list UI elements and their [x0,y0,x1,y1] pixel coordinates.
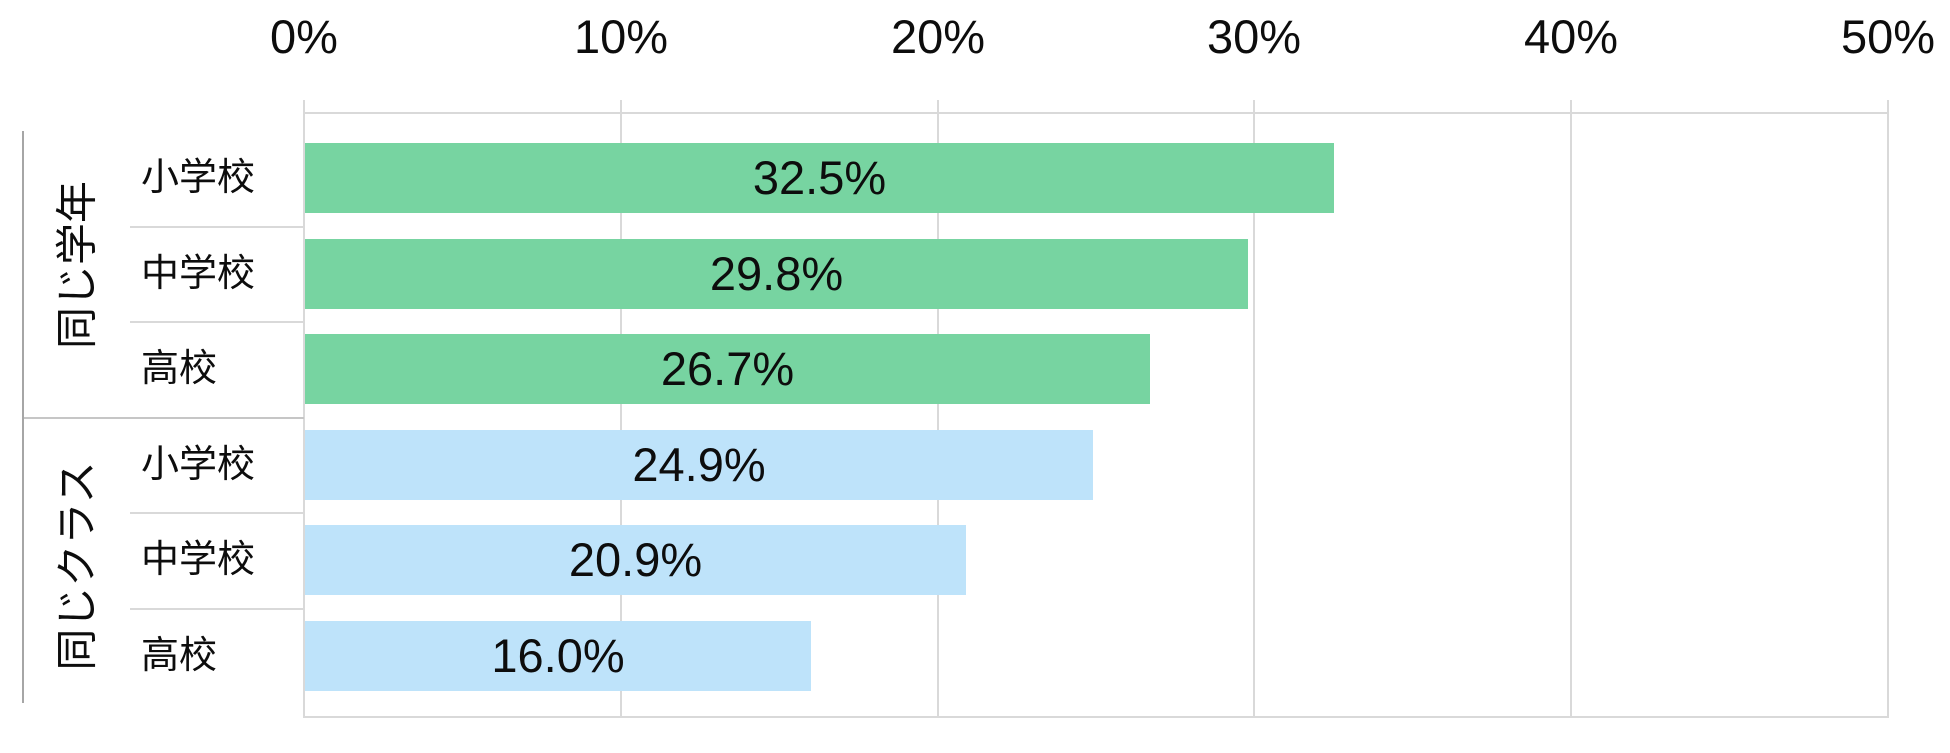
group-label: 同じ学年 [53,180,101,350]
bar: 20.9% [305,525,966,595]
gridline [1253,100,1255,718]
category-label: 中学校 [141,253,256,295]
plot-top-border [303,112,1889,114]
bar-value-label: 16.0% [491,629,625,682]
category-separator-line [130,512,304,514]
x-axis-tick-label: 20% [890,10,986,63]
group-boundary-line [22,417,304,419]
category-label: 小学校 [141,157,256,199]
x-axis-tick-label: 0% [270,10,338,63]
category-label: 小学校 [141,444,256,486]
group-axis-line [22,131,24,703]
x-axis-tick-label: 40% [1523,10,1619,63]
bar-value-label: 26.7% [660,342,795,395]
x-axis-tick-label: 30% [1206,10,1302,63]
gridline [303,100,305,718]
bar: 29.8% [305,239,1248,309]
bar-value-label: 29.8% [709,247,844,300]
gridline [1887,100,1889,718]
category-label: 高校 [141,348,218,390]
bar-value-label: 24.9% [632,438,766,491]
category-label: 中学校 [141,539,256,581]
bar: 16.0% [305,621,811,691]
bar-value-label: 20.9% [568,533,703,586]
plot-bottom-border [303,716,1889,718]
bar: 32.5% [305,143,1334,213]
category-separator-line [130,321,304,323]
gridline [620,100,622,718]
x-axis-tick-label: 10% [573,10,669,63]
category-separator-line [130,608,304,610]
category-label: 高校 [141,635,218,677]
category-separator-line [130,226,304,228]
group-label: 同じクラス [53,461,101,671]
bar: 26.7% [305,334,1150,404]
gridline [1570,100,1572,718]
x-axis-tick-label: 50% [1840,10,1936,63]
bar: 24.9% [305,430,1093,500]
bar-value-label: 32.5% [752,151,887,204]
gridline [937,100,939,718]
